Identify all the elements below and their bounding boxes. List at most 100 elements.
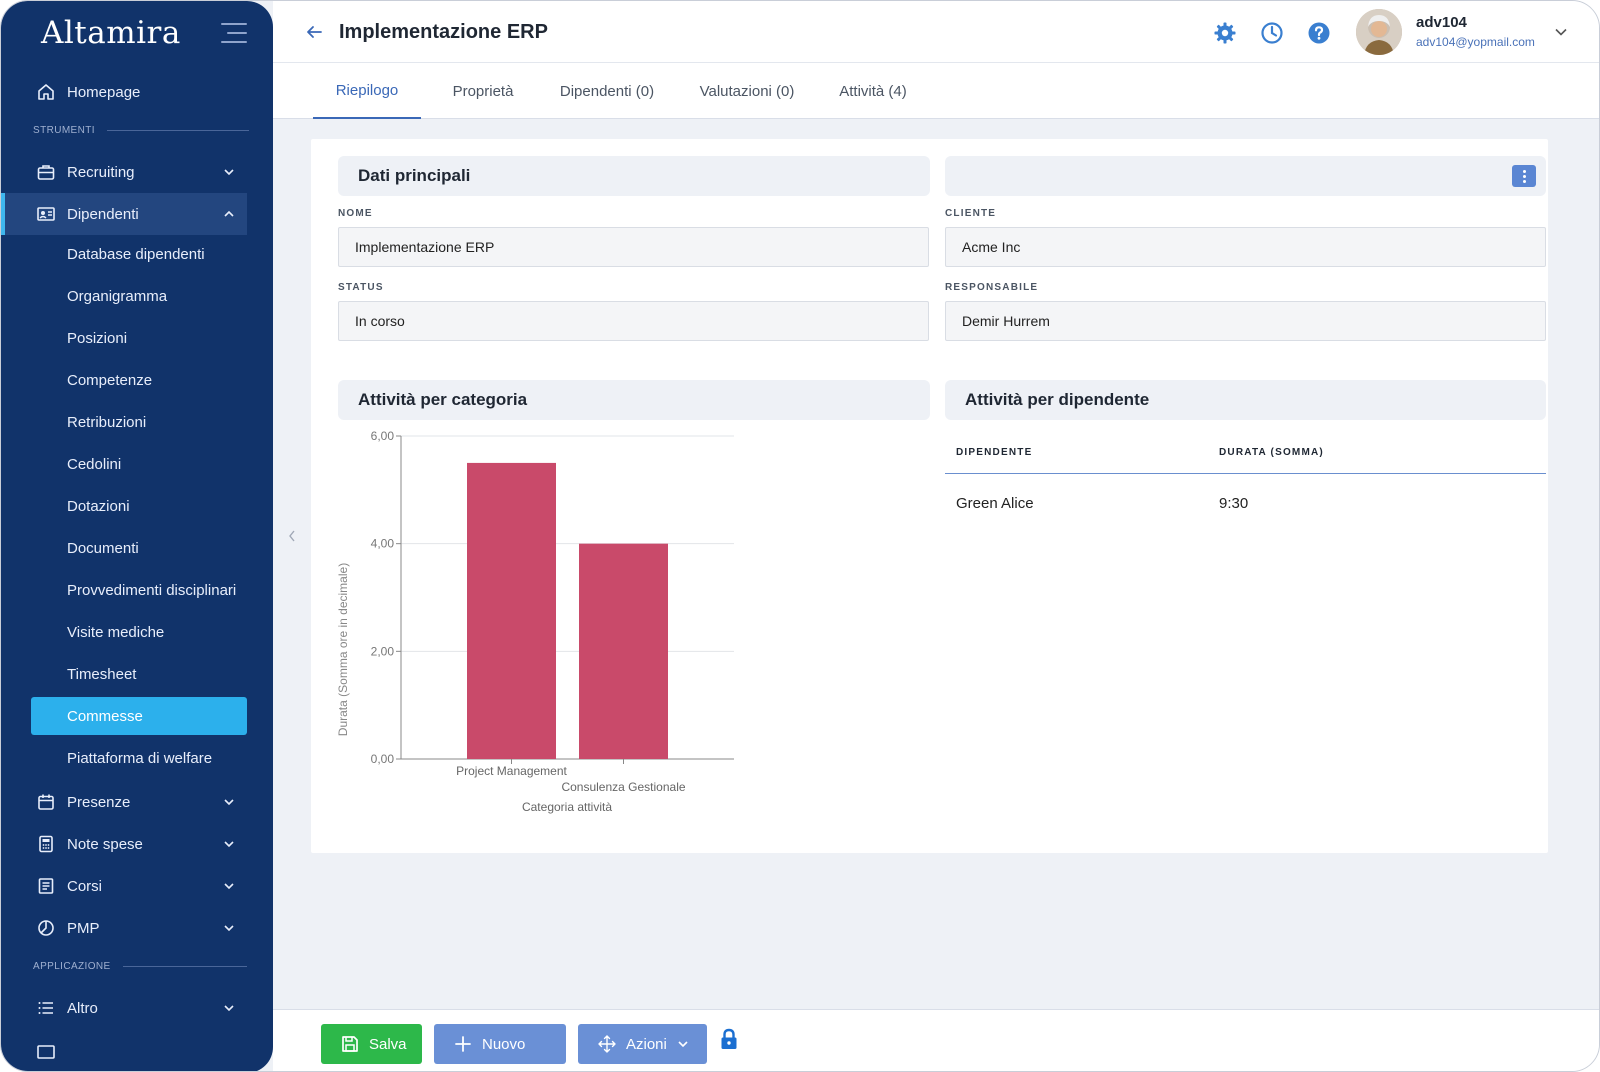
actions-label: Azioni bbox=[626, 1035, 667, 1053]
summary-card: Dati principali NOME Implementazione ERP… bbox=[311, 139, 1548, 853]
cliente-label: CLIENTE bbox=[945, 208, 997, 219]
tab-proprieta[interactable]: Proprietà bbox=[452, 82, 514, 100]
chevron-down-icon bbox=[224, 169, 234, 176]
page-title: Implementazione ERP bbox=[339, 21, 548, 43]
id-card-icon bbox=[37, 205, 55, 223]
table-divider bbox=[945, 473, 1546, 474]
sidebar-item-pmp[interactable]: PMP bbox=[1, 907, 247, 949]
save-icon bbox=[341, 1035, 359, 1053]
save-button[interactable]: Salva bbox=[321, 1024, 422, 1064]
sidebar-subitem-documenti[interactable]: Documenti bbox=[67, 539, 139, 557]
tab-valutazioni[interactable]: Valutazioni (0) bbox=[699, 82, 795, 100]
status-field[interactable]: In corso bbox=[338, 301, 929, 341]
nome-label: NOME bbox=[338, 208, 373, 219]
tab-attivita[interactable]: Attività (4) bbox=[839, 82, 907, 100]
responsabile-label: RESPONSABILE bbox=[945, 282, 1039, 293]
sidebar-subitem-retribuzioni[interactable]: Retribuzioni bbox=[67, 413, 147, 431]
sidebar-item-label: Corsi bbox=[67, 877, 103, 895]
lock-icon[interactable] bbox=[720, 1028, 738, 1050]
sidebar-subitem-organigramma[interactable]: Organigramma bbox=[67, 287, 168, 305]
avatar[interactable] bbox=[1356, 9, 1402, 55]
list-icon bbox=[37, 999, 55, 1017]
new-label: Nuovo bbox=[482, 1035, 526, 1053]
sidebar-item-label: PMP bbox=[67, 919, 100, 937]
tab-riepilogo[interactable]: Riepilogo bbox=[313, 63, 421, 119]
sidebar-subitem-welfare[interactable]: Piattaforma di welfare bbox=[67, 749, 213, 767]
cliente-field[interactable]: Acme Inc bbox=[945, 227, 1546, 267]
chevron-down-icon bbox=[224, 883, 234, 890]
pie-chart-icon bbox=[37, 919, 55, 937]
arrow-left-icon[interactable] bbox=[305, 23, 323, 41]
section-label: APPLICAZIONE bbox=[33, 961, 111, 972]
sidebar-item-note-spese[interactable]: Note spese bbox=[1, 823, 247, 865]
chevron-down-icon bbox=[224, 1005, 234, 1012]
sidebar-item-homepage[interactable]: Homepage bbox=[1, 71, 247, 113]
sidebar-subitem-posizioni[interactable]: Posizioni bbox=[67, 329, 128, 347]
save-label: Salva bbox=[369, 1035, 407, 1053]
status-label: STATUS bbox=[338, 282, 384, 293]
chevron-left-icon[interactable] bbox=[287, 529, 297, 543]
sidebar-subitem-timesheet[interactable]: Timesheet bbox=[67, 665, 137, 683]
sidebar-subitem-provvedimenti[interactable]: Provvedimenti disciplinari bbox=[67, 581, 237, 599]
sidebar-subitem-competenze[interactable]: Competenze bbox=[67, 371, 153, 389]
user-email: adv104@yopmail.com bbox=[1416, 35, 1535, 49]
sidebar-item-label: Note spese bbox=[67, 835, 143, 853]
chart-x-tick-label: Consulenza Gestionale bbox=[561, 780, 685, 794]
table-header-dipendente: DIPENDENTE bbox=[956, 447, 1033, 458]
chart-x-tick-label: Project Management bbox=[456, 764, 567, 778]
sidebar-item-label: Altro bbox=[67, 999, 98, 1017]
panel-dati-principali: Dati principali bbox=[338, 156, 930, 196]
tab-dipendenti[interactable]: Dipendenti (0) bbox=[559, 82, 655, 100]
chart-y-tick-label: 6,00 bbox=[371, 429, 395, 443]
sidebar-item-recruiting[interactable]: Recruiting bbox=[1, 151, 247, 193]
table-cell-dipendente: Green Alice bbox=[956, 495, 1034, 512]
bar-chart: 0,00 2,00 4,00 6,00 Project Management Consul… bbox=[336, 429, 734, 814]
sidebar-subitem-database-dipendenti[interactable]: Database dipendenti bbox=[67, 245, 205, 263]
table-header-durata: DURATA (SOMMA) bbox=[1219, 447, 1324, 458]
calculator-icon bbox=[37, 835, 55, 853]
chart-y-tick-label: 0,00 bbox=[371, 752, 395, 766]
sidebar-item-dipendenti[interactable]: Dipendenti bbox=[1, 193, 247, 235]
sidebar-item-presenze[interactable]: Presenze bbox=[1, 781, 247, 823]
actions-button[interactable]: Azioni bbox=[578, 1024, 707, 1064]
briefcase-icon bbox=[37, 163, 55, 181]
section-label: STRUMENTI bbox=[33, 125, 95, 136]
chart-bar-0 bbox=[467, 462, 556, 759]
move-arrows-icon bbox=[598, 1035, 616, 1053]
nome-field[interactable]: Implementazione ERP bbox=[338, 227, 929, 267]
more-options-icon[interactable] bbox=[1512, 165, 1536, 187]
home-icon bbox=[37, 83, 55, 101]
sidebar-item-altro[interactable]: Altro bbox=[1, 987, 247, 1029]
chevron-down-icon bbox=[224, 799, 234, 806]
sidebar-item-corsi[interactable]: Corsi bbox=[1, 865, 247, 907]
chevron-down-icon[interactable] bbox=[1554, 27, 1568, 37]
gear-icon[interactable] bbox=[1213, 21, 1237, 45]
sidebar: Altamira Homepage STRUMENTI Recruiting D… bbox=[1, 1, 273, 1071]
calendar-icon bbox=[37, 793, 55, 811]
id-card-icon bbox=[37, 1043, 55, 1061]
sidebar-subitem-visite-mediche[interactable]: Visite mediche bbox=[67, 623, 165, 641]
panel-attivita-dipendente: Attività per dipendente bbox=[945, 380, 1546, 420]
sidebar-subitem-commesse[interactable]: Commesse bbox=[31, 697, 247, 735]
plus-icon bbox=[454, 1035, 472, 1053]
sidebar-item-partial[interactable] bbox=[1, 1031, 247, 1071]
top-header: Implementazione ERP bbox=[273, 1, 1599, 63]
clock-icon[interactable] bbox=[1260, 21, 1284, 45]
sidebar-subitem-dotazioni[interactable]: Dotazioni bbox=[67, 497, 130, 515]
responsabile-field[interactable]: Demir Hurrem bbox=[945, 301, 1546, 341]
new-button[interactable]: Nuovo bbox=[434, 1024, 566, 1064]
menu-toggle-icon[interactable] bbox=[221, 23, 247, 43]
sidebar-item-label: Presenze bbox=[67, 793, 131, 811]
panel-secondary-header bbox=[945, 156, 1546, 196]
chart-bar-1 bbox=[579, 543, 668, 759]
sidebar-subitem-cedolini[interactable]: Cedolini bbox=[67, 455, 122, 473]
panel-attivita-categoria: Attività per categoria bbox=[338, 380, 930, 420]
section-applicazione: APPLICAZIONE bbox=[33, 961, 247, 972]
chevron-down-icon bbox=[224, 925, 234, 932]
chart-y-tick-label: 4,00 bbox=[371, 537, 395, 551]
chevron-down-icon bbox=[678, 1041, 688, 1048]
help-icon[interactable] bbox=[1307, 21, 1331, 45]
chevron-down-icon bbox=[224, 841, 234, 848]
app-logo: Altamira bbox=[41, 15, 181, 51]
